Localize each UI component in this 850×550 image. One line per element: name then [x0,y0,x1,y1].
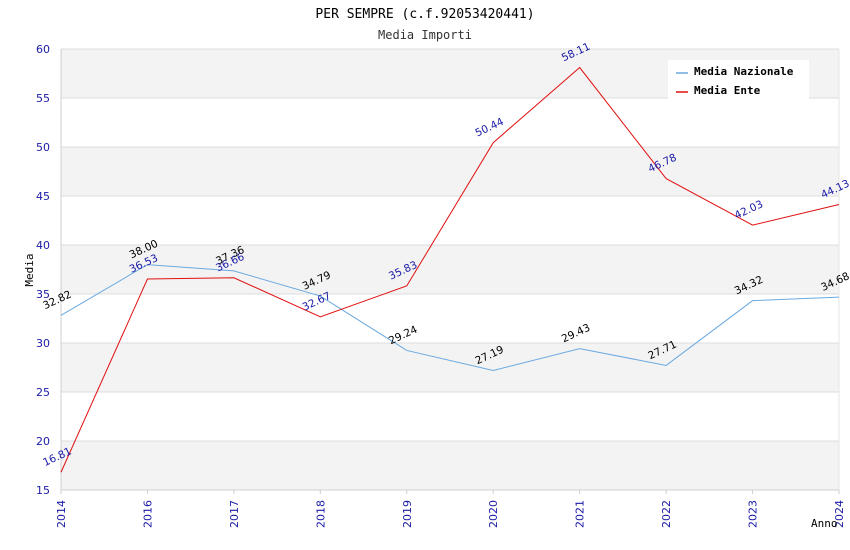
x-tick-label: 2019 [401,500,414,528]
grid-band [61,147,839,196]
grid-band [61,441,839,490]
x-tick-label: 2024 [833,500,846,528]
x-tick-label: 2017 [228,500,241,528]
y-tick-label: 55 [36,92,50,105]
series-lines [60,66,840,473]
legend-label-media-ente: Media Ente [694,84,761,97]
legend: Media Nazionale Media Ente [668,60,809,102]
y-tick-label: 25 [36,386,50,399]
data-label: 29.43 [560,322,592,346]
series-line-media-ente [60,66,840,473]
x-tick-label: 2018 [314,500,327,528]
y-tick-label: 35 [36,288,50,301]
x-tick-label: 2021 [574,500,587,528]
y-tick-label: 20 [36,435,50,448]
axes [60,49,840,491]
x-axis-label: Anno [811,517,838,530]
grid-band [61,343,839,392]
x-tick-label: 2014 [55,500,68,528]
grid-bands [61,49,839,490]
chart-title: PER SEMPRE (c.f.92053420441) [315,7,534,22]
y-tick-label: 15 [36,484,50,497]
series-line-media-nazionale [60,264,840,372]
y-axis-ticks: 15 20 25 30 35 40 45 50 55 60 [36,43,50,497]
x-tick-label: 2016 [141,500,154,528]
grid-band [61,245,839,294]
y-tick-label: 60 [36,43,50,56]
x-axis-ticks: 2014 2016 2017 2018 2019 2020 2021 2022 2023 2024 [55,490,846,528]
x-tick-label: 2022 [660,500,673,528]
x-tick-label: 2023 [747,500,760,528]
y-axis-label: Media [23,253,36,286]
data-label: 42.03 [733,198,765,222]
grid-lines [61,48,839,491]
legend-box [668,60,809,102]
chart-subtitle: Media Importi [378,28,472,42]
y-tick-label: 30 [36,337,50,350]
y-tick-label: 50 [36,141,50,154]
legend-label-media-nazionale: Media Nazionale [694,65,794,78]
y-tick-label: 45 [36,190,50,203]
y-tick-label: 40 [36,239,50,252]
x-tick-label: 2020 [487,500,500,528]
